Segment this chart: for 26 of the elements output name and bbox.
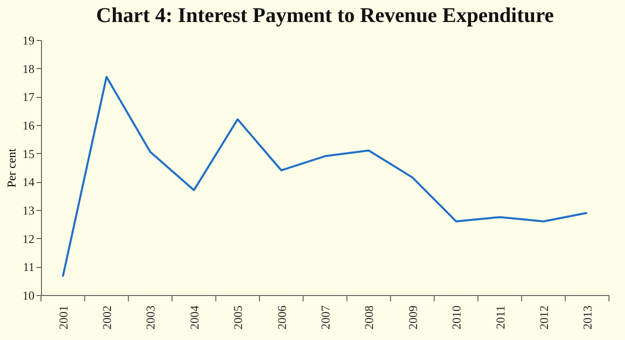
x-tick-label: 2006 (274, 306, 289, 330)
y-tick-label: 13 (22, 204, 34, 218)
x-tick-label: 2005 (231, 306, 246, 330)
x-tick-label: 2009 (406, 306, 420, 330)
y-tick-label: 14 (22, 175, 34, 190)
y-tick-label: 12 (22, 232, 34, 246)
y-tick-label: 17 (22, 90, 34, 104)
x-tick-label: 2008 (362, 306, 376, 330)
x-tick-label: 2013 (580, 306, 595, 330)
y-tick-label: 15 (22, 146, 34, 161)
line-series (62, 76, 588, 278)
y-tick-label: 19 (22, 34, 34, 48)
x-tick-label: 2001 (56, 306, 70, 330)
y-tick-label: 10 (22, 288, 34, 302)
x-tick-label: 2002 (100, 306, 114, 330)
y-tick-label: 18 (22, 62, 34, 76)
x-tick-label: 2012 (536, 306, 551, 330)
y-axis-title: Per cent (4, 148, 18, 188)
x-tick-label: 2004 (187, 306, 202, 330)
chart-title: Chart 4: Interest Payment to Revenue Expenditure (96, 3, 554, 27)
y-tick-label: 11 (22, 260, 34, 274)
x-tick-label: 2011 (493, 306, 508, 330)
x-tick-label: 2010 (450, 306, 464, 330)
y-tick-label: 16 (22, 118, 34, 132)
x-tick-label: 2003 (144, 306, 158, 330)
x-tick-label: 2007 (318, 306, 332, 330)
